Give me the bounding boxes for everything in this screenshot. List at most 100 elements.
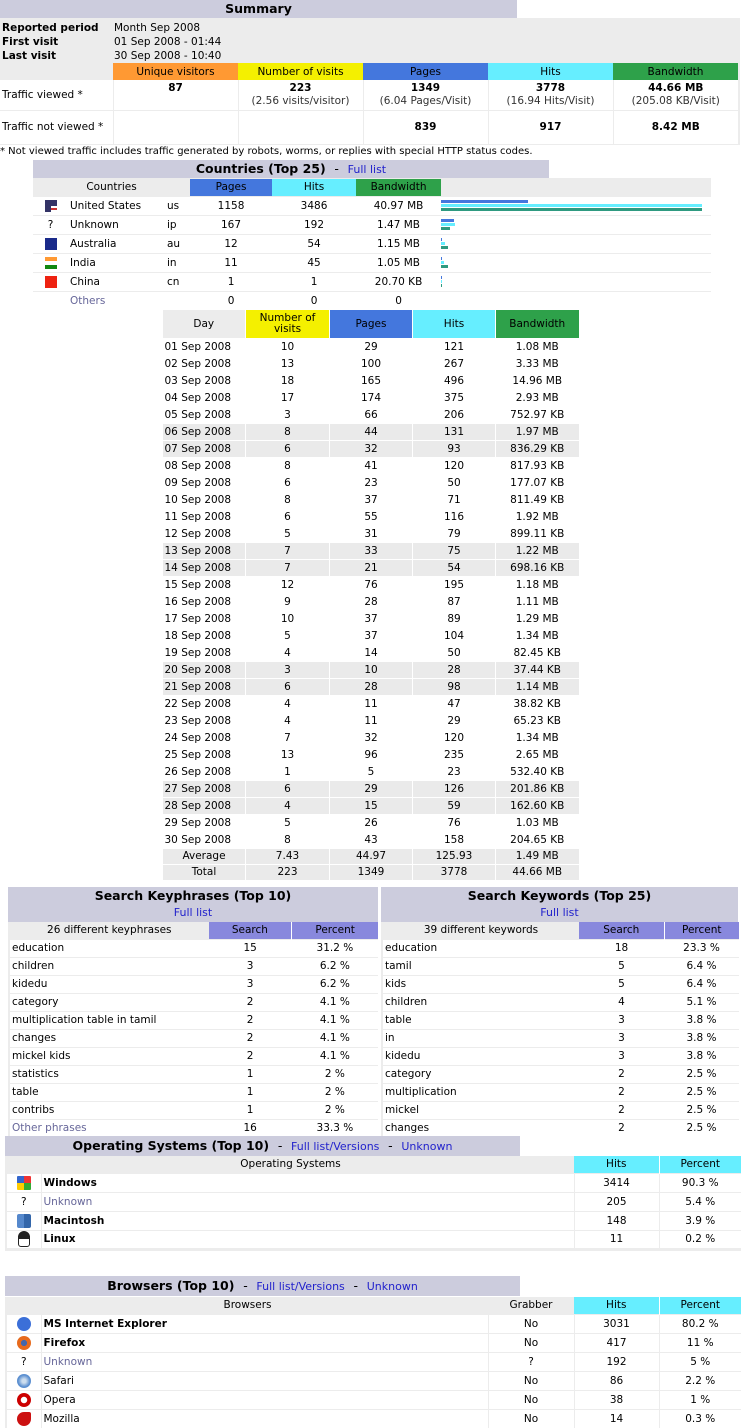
keywords-full-list-link[interactable]: Full list <box>540 906 579 919</box>
day-bandwidth: 1.34 MB <box>495 728 579 746</box>
separator: - <box>334 161 339 176</box>
day-hits: 267 <box>412 354 496 372</box>
header-percent: Percent <box>291 922 378 939</box>
browser-name: Mozilla <box>40 1408 488 1428</box>
day-hits: 50 <box>412 473 496 491</box>
day-hits: 23 <box>412 762 496 780</box>
browsers-unknown-link[interactable]: Unknown <box>366 1280 418 1293</box>
keywords-search: 3 <box>579 1028 664 1047</box>
day-hits: 59 <box>412 796 496 814</box>
day-day: 15 Sep 2008 <box>162 575 246 593</box>
day-hits: 120 <box>412 456 496 474</box>
day-hits: 126 <box>412 779 496 797</box>
os-row: Windows 3414 90.3 % <box>6 1172 741 1192</box>
countries-full-list-link[interactable]: Full list <box>347 163 387 176</box>
day-visits: 6 <box>245 677 330 695</box>
country-hits: 45 <box>272 252 357 272</box>
browsers-full-list-link[interactable]: Full list/Versions <box>256 1280 345 1293</box>
day-visits: 4 <box>245 643 330 661</box>
keyphrases-term: mickel kids <box>9 1046 209 1065</box>
keyphrases-row: mickel kids 2 4.1 % <box>9 1046 378 1065</box>
header-pages: Pages <box>329 310 413 338</box>
viewed-hits: 3778 <box>535 82 566 94</box>
day-day: 27 Sep 2008 <box>162 779 246 797</box>
country-bandwidth: 40.97 MB <box>356 195 442 215</box>
day-pages: 33 <box>329 541 413 559</box>
country-row: China cn 1 1 20.70 KB <box>33 271 712 291</box>
pages-bar <box>441 257 443 260</box>
header-keyphrases: 26 different keyphrases <box>9 922 209 939</box>
day-hits: 375 <box>412 388 496 406</box>
day-pages: 43 <box>329 830 413 848</box>
keywords-search: 2 <box>579 1082 664 1101</box>
browsers-title-bar: Browsers (Top 10) - Full list/Versions -… <box>5 1276 520 1296</box>
day-day: 12 Sep 2008 <box>162 524 246 542</box>
viewed-pages-ratio: (6.04 Pages/Visit) <box>379 95 472 107</box>
day-visits: 5 <box>245 813 330 831</box>
day-visits: 8 <box>245 490 330 508</box>
browser-name: Firefox <box>40 1332 488 1352</box>
country-hits: 54 <box>272 233 357 253</box>
keywords-term: changes <box>382 1118 579 1137</box>
keywords-term: in <box>382 1028 579 1047</box>
countries-panel: Countries Pages Hits Bandwidth United St… <box>33 178 712 310</box>
keyphrases-percent: 4.1 % <box>291 992 378 1011</box>
day-bandwidth: 1.97 MB <box>495 422 579 440</box>
day-visits: 7 <box>245 541 330 559</box>
keyphrases-row: table 1 2 % <box>9 1082 378 1101</box>
day-day: 21 Sep 2008 <box>162 677 246 695</box>
header-pages: Pages <box>363 63 488 80</box>
day-row: 06 Sep 2008 8 44 131 1.97 MB <box>162 422 579 440</box>
keyphrases-percent: 6.2 % <box>291 956 378 975</box>
summary-title: Summary <box>0 0 517 18</box>
os-full-list-link[interactable]: Full list/Versions <box>291 1140 380 1153</box>
day-day: 16 Sep 2008 <box>162 592 246 610</box>
bandwidth-bar <box>441 208 703 211</box>
os-unknown-link[interactable]: Unknown <box>401 1140 453 1153</box>
keywords-term: table <box>382 1010 579 1029</box>
day-bandwidth: 532.40 KB <box>495 762 579 780</box>
os-name: Macintosh <box>40 1210 574 1230</box>
country-bandwidth: 20.70 KB <box>356 271 442 291</box>
pages-bar <box>441 276 443 279</box>
unknown-icon: ? <box>20 1195 27 1208</box>
header-percent: Percent <box>658 1156 741 1173</box>
average-2: 44.97 <box>329 847 413 864</box>
separator: - <box>388 1138 393 1153</box>
day-visits: 10 <box>245 337 330 355</box>
day-hits: 87 <box>412 592 496 610</box>
day-bandwidth: 698.16 KB <box>495 558 579 576</box>
day-day: 18 Sep 2008 <box>162 626 246 644</box>
keywords-row: changes 2 2.5 % <box>382 1118 739 1137</box>
keyphrases-row: category 2 4.1 % <box>9 992 378 1011</box>
day-row: 26 Sep 2008 1 5 23 532.40 KB <box>162 762 579 780</box>
os-title: Operating Systems (Top 10) <box>72 1138 270 1153</box>
day-visits: 4 <box>245 694 330 712</box>
keywords-term: education <box>382 938 579 957</box>
average-4: 1.49 MB <box>495 847 579 864</box>
day-pages: 29 <box>329 779 413 797</box>
browser-grabber: No <box>487 1313 574 1333</box>
keywords-row: tamil 5 6.4 % <box>382 956 739 975</box>
browser-row: Firefox No 417 11 % <box>6 1332 741 1352</box>
keywords-search: 18 <box>579 938 664 957</box>
last-visit-label: Last visit <box>2 50 57 62</box>
day-row: 23 Sep 2008 4 11 29 65.23 KB <box>162 711 579 729</box>
keywords-search: 4 <box>579 992 664 1011</box>
keywords-row: kids 5 6.4 % <box>382 974 739 993</box>
mozilla-icon <box>16 1411 31 1426</box>
bandwidth-bar <box>441 265 448 268</box>
keyphrases-term: changes <box>9 1028 209 1047</box>
day-day: 17 Sep 2008 <box>162 609 246 627</box>
day-bandwidth: 2.93 MB <box>495 388 579 406</box>
country-name: Australia <box>68 233 165 253</box>
browser-percent: 5 % <box>658 1351 741 1371</box>
keywords-percent: 2.5 % <box>664 1118 739 1137</box>
os-name: Unknown <box>40 1191 574 1211</box>
day-bandwidth: 817.93 KB <box>495 456 579 474</box>
day-pages: 5 <box>329 762 413 780</box>
country-row: India in 11 45 1.05 MB <box>33 252 712 272</box>
keyphrases-full-list-link[interactable]: Full list <box>173 906 213 919</box>
browsers-table: Browsers Grabber Hits Percent MS Interne… <box>5 1297 741 1428</box>
day-row: 17 Sep 2008 10 37 89 1.29 MB <box>162 609 579 627</box>
